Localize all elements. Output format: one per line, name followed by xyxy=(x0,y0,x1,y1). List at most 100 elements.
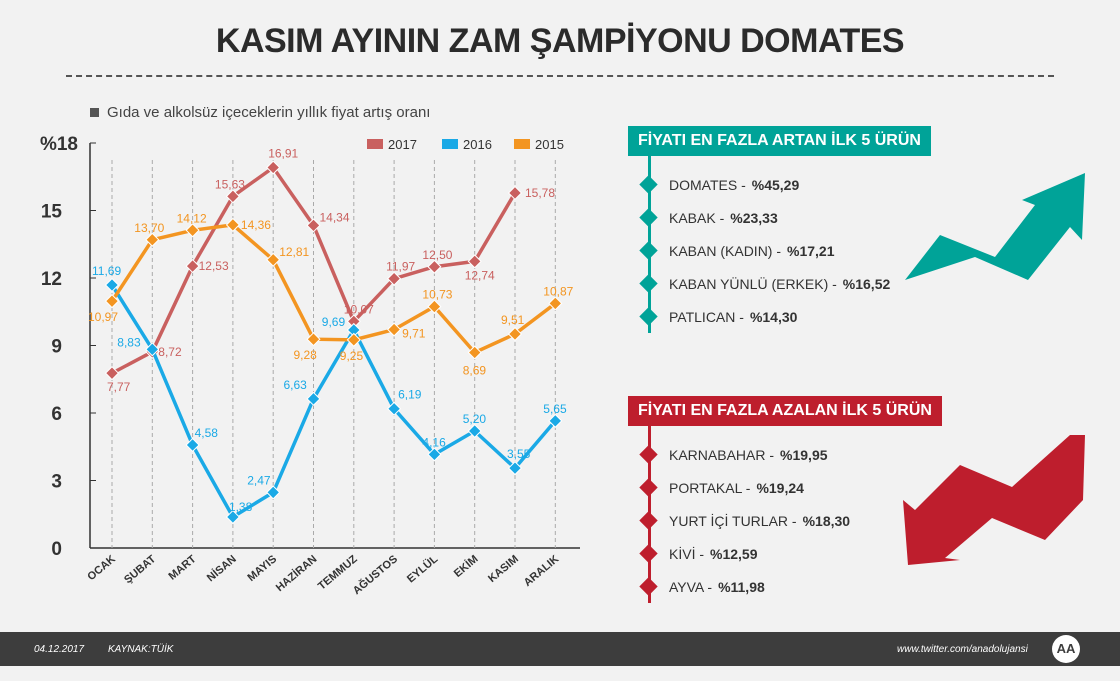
item-value: %23,33 xyxy=(730,209,778,226)
data-label: 10,73 xyxy=(422,288,452,302)
data-label: 13,70 xyxy=(134,221,164,235)
list-item: KİVİ - %12,59 xyxy=(639,537,942,570)
item-name: KİVİ - xyxy=(669,545,705,562)
x-tick-label: EKİM xyxy=(451,552,480,580)
data-label: 4,16 xyxy=(422,435,446,449)
item-value: %11,98 xyxy=(718,578,765,595)
increase-list: DOMATES - %45,29 KABAK - %23,33 KABAN (KADIN… xyxy=(639,156,931,333)
data-label: 2,47 xyxy=(247,473,271,487)
x-tick-label: OCAK xyxy=(85,553,118,583)
item-value: %17,21 xyxy=(787,242,835,259)
up-arrow-icon xyxy=(905,173,1085,280)
data-point xyxy=(427,299,442,314)
data-label: 6,19 xyxy=(398,388,422,402)
data-label: 5,65 xyxy=(543,402,567,416)
divider xyxy=(66,75,1054,77)
data-label: 10,87 xyxy=(543,284,573,298)
y-tick-label: 15 xyxy=(41,202,63,223)
y-tick-label: 0 xyxy=(51,539,62,560)
data-point xyxy=(306,391,321,406)
data-label: 15,63 xyxy=(215,177,245,191)
list-item: KABAN YÜNLÜ (ERKEK) - %16,52 xyxy=(639,267,931,300)
footer: 04.12.2017 KAYNAK:TÜİK www.twitter.com/a… xyxy=(0,632,1120,666)
diamond-icon xyxy=(639,208,658,227)
x-tick-label: MART xyxy=(166,553,198,583)
diamond-icon xyxy=(639,307,658,326)
data-label: 8,83 xyxy=(117,335,141,349)
y-tick-label: 12 xyxy=(41,269,62,290)
line-chart: 0 3 6 9 12 15 %18 OCAK ŞUBAT MART NİSAN MAYISHAZİRA… xyxy=(40,134,580,597)
data-point xyxy=(346,314,361,329)
list-item: PATLICAN - %14,30 xyxy=(639,300,931,333)
data-point xyxy=(266,252,281,267)
data-point xyxy=(145,342,160,357)
item-value: %19,24 xyxy=(756,479,804,496)
data-point xyxy=(104,366,120,381)
x-tick-label: HAZİRAN xyxy=(273,552,319,594)
list-item: YURT İÇİ TURLAR - %18,30 xyxy=(639,504,942,537)
item-value: %45,29 xyxy=(751,176,800,193)
data-point xyxy=(507,461,523,476)
y-tick-label: 6 xyxy=(51,404,62,425)
data-label: 12,50 xyxy=(422,248,452,262)
data-label: 11,97 xyxy=(386,260,415,274)
y-tick-label: %18 xyxy=(40,134,78,155)
increase-panel: FİYATI EN FAZLA ARTAN İLK 5 ÜRÜN DOMATES… xyxy=(628,126,931,333)
item-name: KABAN YÜNLÜ (ERKEK) - xyxy=(669,275,837,292)
footer-twitter-link[interactable]: www.twitter.com/anadolujansi xyxy=(897,644,1028,655)
list-item: KABAN (KADIN) - %17,21 xyxy=(639,234,931,267)
list-item: DOMATES - %45,29 xyxy=(639,168,931,201)
footer-date: 04.12.2017 xyxy=(34,644,85,655)
legend-swatch xyxy=(514,139,530,149)
data-label: 8,72 xyxy=(158,345,182,359)
data-label: 4,58 xyxy=(195,426,219,440)
data-point xyxy=(467,254,482,269)
data-label: 12,53 xyxy=(199,259,229,273)
legend-swatch xyxy=(442,139,458,149)
x-tick-label: ŞUBAT xyxy=(122,553,158,586)
data-label: 9,51 xyxy=(501,313,525,327)
data-label: 3,55 xyxy=(507,447,531,461)
diamond-icon xyxy=(639,577,658,596)
down-arrow-icon xyxy=(903,435,1085,565)
data-point xyxy=(306,218,321,233)
data-point xyxy=(427,447,442,462)
legend-square xyxy=(90,108,99,117)
aa-logo: AA xyxy=(1052,635,1080,663)
data-point xyxy=(548,296,563,311)
item-name: PATLICAN - xyxy=(669,308,744,325)
subtitle-text: Gıda ve alkolsüz içeceklerin yıllık fiya… xyxy=(107,104,431,121)
diamond-icon xyxy=(639,544,658,563)
data-point xyxy=(346,332,361,347)
data-point xyxy=(104,294,120,309)
data-point xyxy=(104,277,120,293)
data-label: 8,69 xyxy=(463,363,487,377)
data-label: 15,78 xyxy=(525,186,555,200)
data-label: 14,34 xyxy=(320,210,350,224)
item-name: KARNABAHAR - xyxy=(669,446,775,463)
legend-swatch xyxy=(367,139,383,149)
data-label: 10,97 xyxy=(88,310,118,324)
item-name: DOMATES - xyxy=(669,176,746,193)
data-point xyxy=(467,423,482,439)
data-point xyxy=(185,223,200,238)
legend-label: 2015 xyxy=(535,137,564,152)
data-point xyxy=(185,259,200,274)
data-label: 14,36 xyxy=(241,218,271,232)
item-value: %19,95 xyxy=(780,446,828,463)
data-label: 1,38 xyxy=(229,500,253,514)
data-point xyxy=(346,322,361,338)
diamond-icon xyxy=(639,274,658,293)
decrease-panel: FİYATI EN FAZLA AZALAN İLK 5 ÜRÜN KARNAB… xyxy=(628,396,942,603)
list-item: KABAK - %23,33 xyxy=(639,201,931,234)
page-title: KASIM AYININ ZAM ŞAMPİYONU DOMATES xyxy=(215,22,905,60)
item-value: %14,30 xyxy=(749,308,798,325)
data-label: 10,07 xyxy=(344,302,374,316)
legend-label: 2016 xyxy=(463,137,492,152)
x-tick-label: EYLÜL xyxy=(404,552,440,585)
data-label: 16,91 xyxy=(268,147,298,161)
data-label: 7,77 xyxy=(107,380,131,394)
decrease-header: FİYATI EN FAZLA AZALAN İLK 5 ÜRÜN xyxy=(628,396,942,426)
diamond-icon xyxy=(639,511,658,530)
series-line-2016 xyxy=(110,284,557,520)
